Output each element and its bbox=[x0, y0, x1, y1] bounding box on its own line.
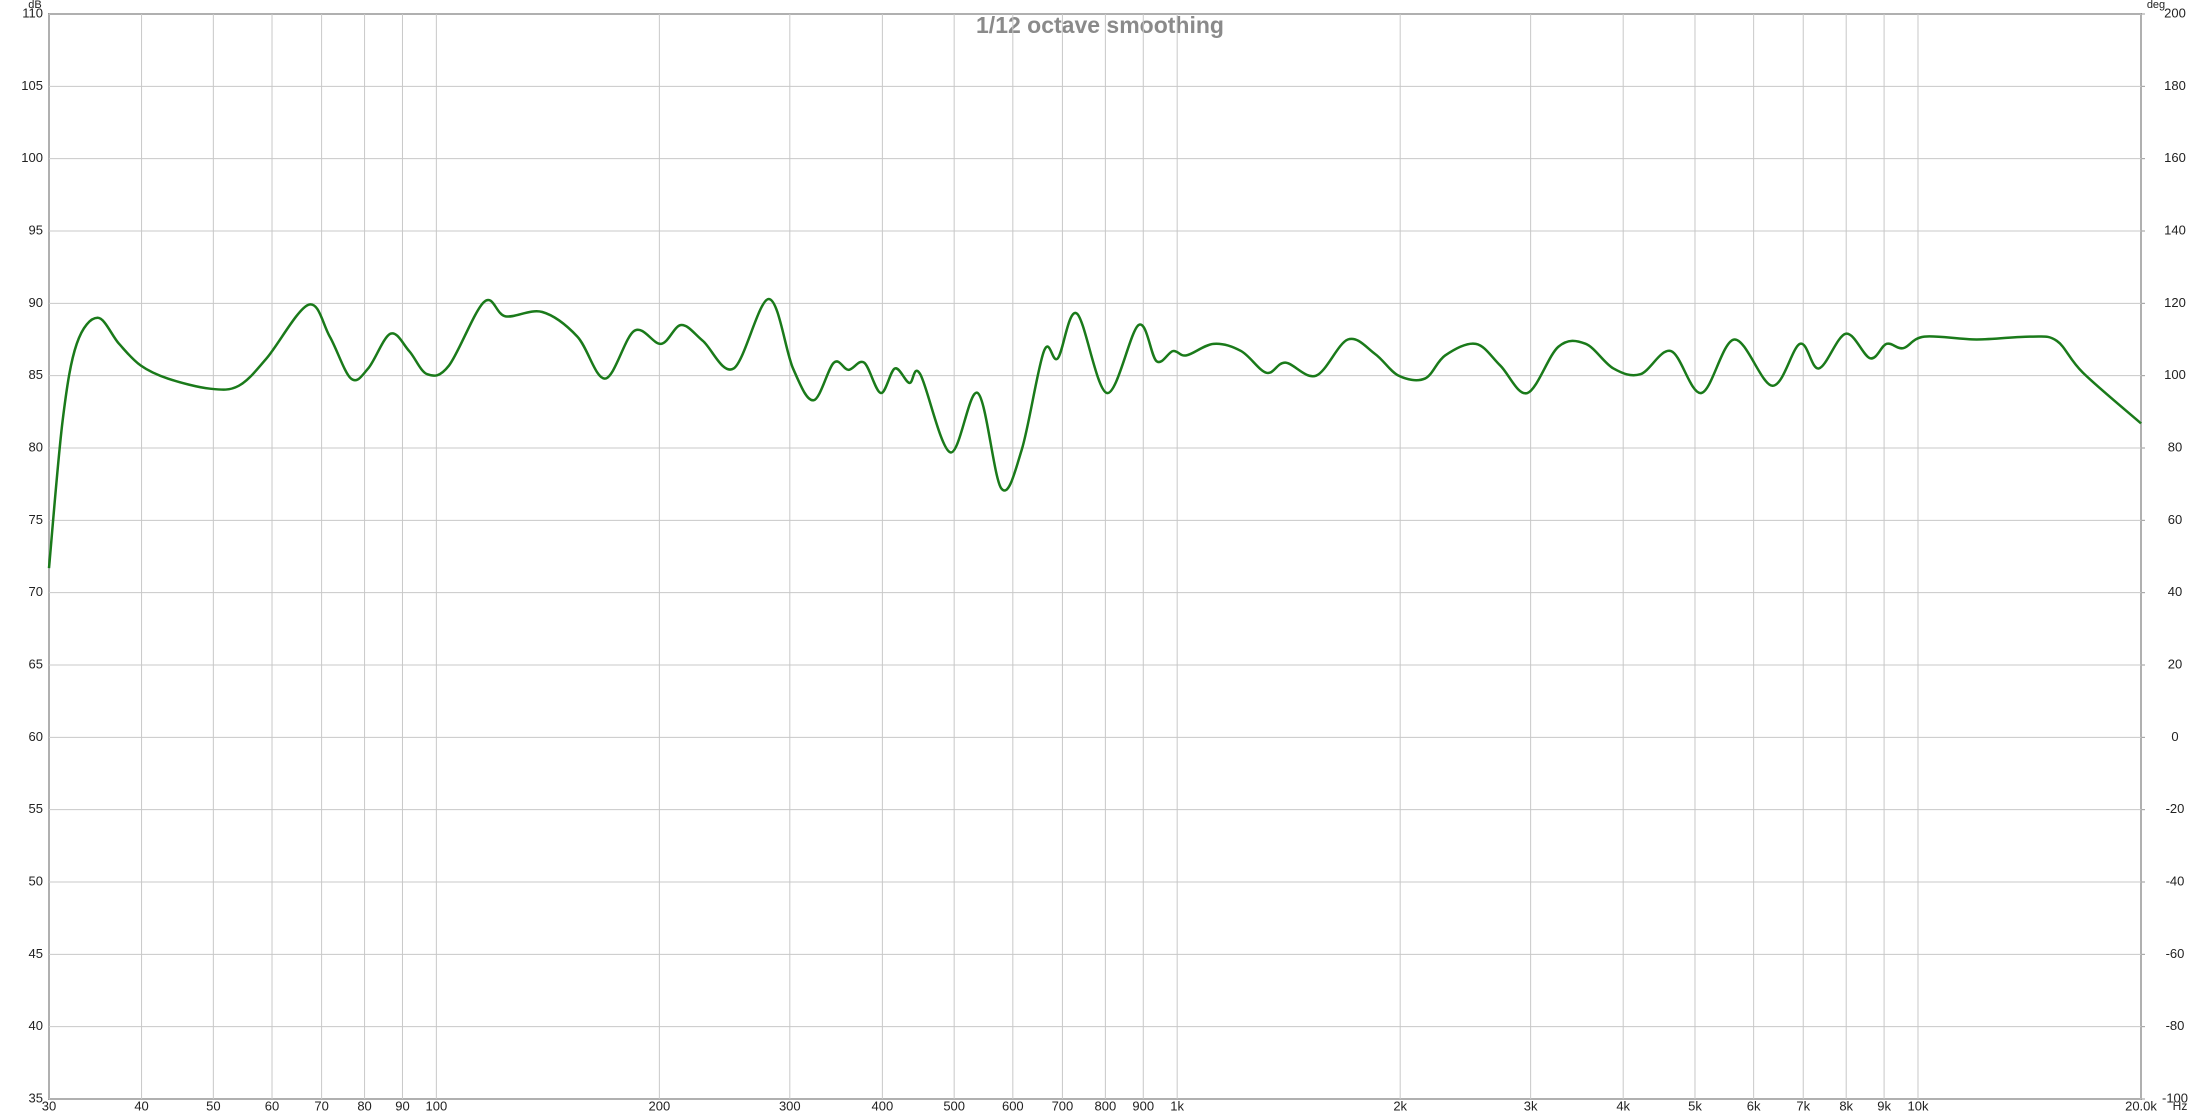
x-tick-label: 3k bbox=[1524, 1098, 1538, 1113]
x-tick-label: 500 bbox=[943, 1098, 965, 1113]
y2-tick-label: 140 bbox=[2164, 222, 2186, 237]
y-tick-label: 65 bbox=[29, 656, 43, 671]
x-tick-label: 60 bbox=[265, 1098, 279, 1113]
y2-tick-label: 20 bbox=[2168, 656, 2182, 671]
x-tick-label: 400 bbox=[872, 1098, 894, 1113]
y-tick-label: 75 bbox=[29, 512, 43, 527]
x-tick-label: 20.0k bbox=[2125, 1098, 2157, 1113]
response-line bbox=[47, 297, 2142, 569]
y2-tick-label: 0 bbox=[2171, 729, 2178, 744]
x-tick-label: 7k bbox=[1796, 1098, 1810, 1113]
x-tick-label: 9k bbox=[1877, 1098, 1891, 1113]
y-tick-label: 105 bbox=[21, 78, 43, 93]
x-tick-label: 6k bbox=[1747, 1098, 1761, 1113]
y-tick-label: 55 bbox=[29, 801, 43, 816]
y-tick-label: 90 bbox=[29, 295, 43, 310]
y2-tick-label: 180 bbox=[2164, 78, 2186, 93]
x-tick-label: 1k bbox=[1170, 1098, 1184, 1113]
chart-title: 1/12 octave smoothing bbox=[976, 12, 1224, 38]
x-tick-label: 30 bbox=[42, 1098, 56, 1113]
x-tick-label: 70 bbox=[314, 1098, 328, 1113]
y2-tick-label: -80 bbox=[2166, 1018, 2185, 1033]
x-tick-label: 800 bbox=[1095, 1098, 1117, 1113]
y2-axis-label: deg bbox=[2147, 0, 2165, 11]
y2-tick-label: -100 bbox=[2162, 1090, 2188, 1105]
y-tick-label: 50 bbox=[29, 873, 43, 888]
x-tick-label: 50 bbox=[206, 1098, 220, 1113]
x-tick-label: 700 bbox=[1052, 1098, 1074, 1113]
y2-tick-label: 160 bbox=[2164, 150, 2186, 165]
y2-tick-label: 120 bbox=[2164, 295, 2186, 310]
x-tick-label: 80 bbox=[357, 1098, 371, 1113]
y2-tick-label: 200 bbox=[2164, 5, 2186, 20]
x-tick-label: 40 bbox=[134, 1098, 148, 1113]
x-tick-label: 5k bbox=[1688, 1098, 1702, 1113]
y2-tick-label: -40 bbox=[2166, 873, 2185, 888]
y-tick-label: 40 bbox=[29, 1018, 43, 1033]
y-tick-label: 60 bbox=[29, 729, 43, 744]
y-tick-label: 95 bbox=[29, 222, 43, 237]
y-tick-label: 70 bbox=[29, 584, 43, 599]
y-tick-label: 45 bbox=[29, 946, 43, 961]
y-tick-label: 80 bbox=[29, 439, 43, 454]
y-tick-label: 110 bbox=[22, 5, 43, 20]
x-tick-label: 100 bbox=[426, 1098, 448, 1113]
y2-tick-label: 40 bbox=[2168, 584, 2182, 599]
y2-tick-label: -20 bbox=[2166, 801, 2185, 816]
x-tick-label: 900 bbox=[1132, 1098, 1154, 1113]
y-axis-label: dB bbox=[28, 0, 41, 11]
y2-tick-label: 100 bbox=[2164, 367, 2186, 382]
x-tick-label: 8k bbox=[1839, 1098, 1853, 1113]
x-tick-label: 90 bbox=[395, 1098, 409, 1113]
y-tick-label: 35 bbox=[29, 1090, 43, 1105]
y2-tick-label: 80 bbox=[2168, 439, 2182, 454]
x-tick-label: 200 bbox=[649, 1098, 671, 1113]
x-tick-label: 4k bbox=[1616, 1098, 1630, 1113]
x-tick-label: 600 bbox=[1002, 1098, 1024, 1113]
y-tick-label: 100 bbox=[21, 150, 43, 165]
y-tick-label: 85 bbox=[29, 367, 43, 382]
x-tick-label: 10k bbox=[1908, 1098, 1929, 1113]
plot-area bbox=[48, 13, 2142, 1100]
y2-tick-label: -60 bbox=[2166, 946, 2185, 961]
x-axis-label: Hz bbox=[2173, 1099, 2188, 1113]
x-tick-label: 2k bbox=[1393, 1098, 1407, 1113]
y2-tick-label: 60 bbox=[2168, 512, 2182, 527]
x-tick-label: 300 bbox=[779, 1098, 801, 1113]
